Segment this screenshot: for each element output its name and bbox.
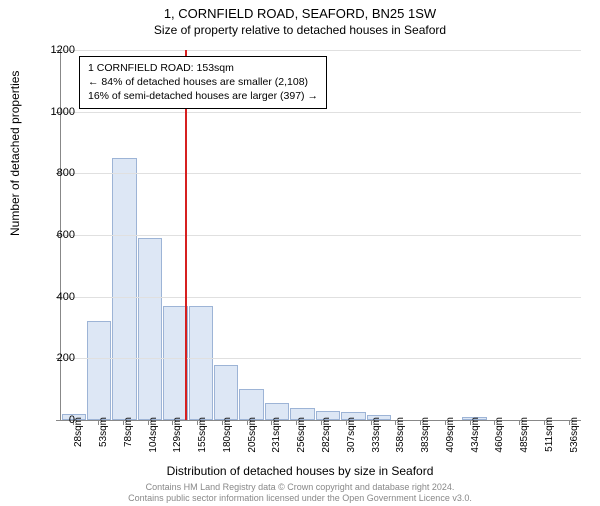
gridline — [61, 173, 581, 174]
y-axis-label: Number of detached properties — [8, 71, 22, 236]
xtick-label: 409sqm — [445, 417, 456, 453]
gridline — [61, 297, 581, 298]
xtick-label: 205sqm — [247, 417, 258, 453]
gridline — [61, 50, 581, 51]
plot-area: 1 CORNFIELD ROAD: 153sqm ← 84% of detach… — [60, 50, 581, 421]
ytick-label: 1200 — [35, 44, 75, 56]
xtick-label: 78sqm — [123, 417, 134, 447]
xtick-label: 282sqm — [321, 417, 332, 453]
xtick-label: 383sqm — [420, 417, 431, 453]
xtick-label: 180sqm — [222, 417, 233, 453]
footer-text: Contains HM Land Registry data © Crown c… — [0, 482, 600, 504]
chart-container: 1, CORNFIELD ROAD, SEAFORD, BN25 1SW Siz… — [0, 6, 600, 506]
gridline — [61, 235, 581, 236]
ytick-label: 0 — [35, 414, 75, 426]
bar — [112, 158, 136, 420]
info-box: 1 CORNFIELD ROAD: 153sqm ← 84% of detach… — [79, 56, 327, 109]
xtick-label: 53sqm — [98, 417, 109, 447]
xtick-label: 129sqm — [172, 417, 183, 453]
xtick-label: 333sqm — [371, 417, 382, 453]
gridline — [61, 358, 581, 359]
xtick-label: 155sqm — [197, 417, 208, 453]
bar — [87, 321, 111, 420]
xtick-label: 485sqm — [519, 417, 530, 453]
bar — [138, 238, 162, 420]
ytick-label: 800 — [35, 167, 75, 179]
infobox-line2: ← 84% of detached houses are smaller (2,… — [88, 75, 318, 89]
gridline — [61, 112, 581, 113]
ytick-label: 400 — [35, 291, 75, 303]
xtick-label: 511sqm — [544, 417, 555, 452]
footer-line2: Contains public sector information licen… — [0, 493, 600, 504]
xtick-label: 28sqm — [73, 417, 84, 447]
ytick-label: 600 — [35, 229, 75, 241]
xtick-label: 256sqm — [296, 417, 307, 453]
page-title: 1, CORNFIELD ROAD, SEAFORD, BN25 1SW — [0, 6, 600, 21]
xtick-label: 434sqm — [470, 417, 481, 453]
infobox-line1: 1 CORNFIELD ROAD: 153sqm — [88, 61, 318, 75]
x-axis-label: Distribution of detached houses by size … — [0, 464, 600, 478]
xtick-label: 231sqm — [271, 417, 282, 453]
xtick-label: 358sqm — [395, 417, 406, 453]
infobox-line3: 16% of semi-detached houses are larger (… — [88, 89, 318, 103]
bar — [214, 365, 238, 421]
xtick-label: 536sqm — [569, 417, 580, 453]
bar — [189, 306, 213, 420]
xtick-label: 104sqm — [148, 417, 159, 453]
ytick-label: 1000 — [35, 106, 75, 118]
page-subtitle: Size of property relative to detached ho… — [0, 23, 600, 37]
xtick-label: 307sqm — [346, 417, 357, 453]
footer-line1: Contains HM Land Registry data © Crown c… — [0, 482, 600, 493]
bar — [239, 389, 263, 420]
ytick-label: 200 — [35, 352, 75, 364]
xtick-label: 460sqm — [494, 417, 505, 453]
